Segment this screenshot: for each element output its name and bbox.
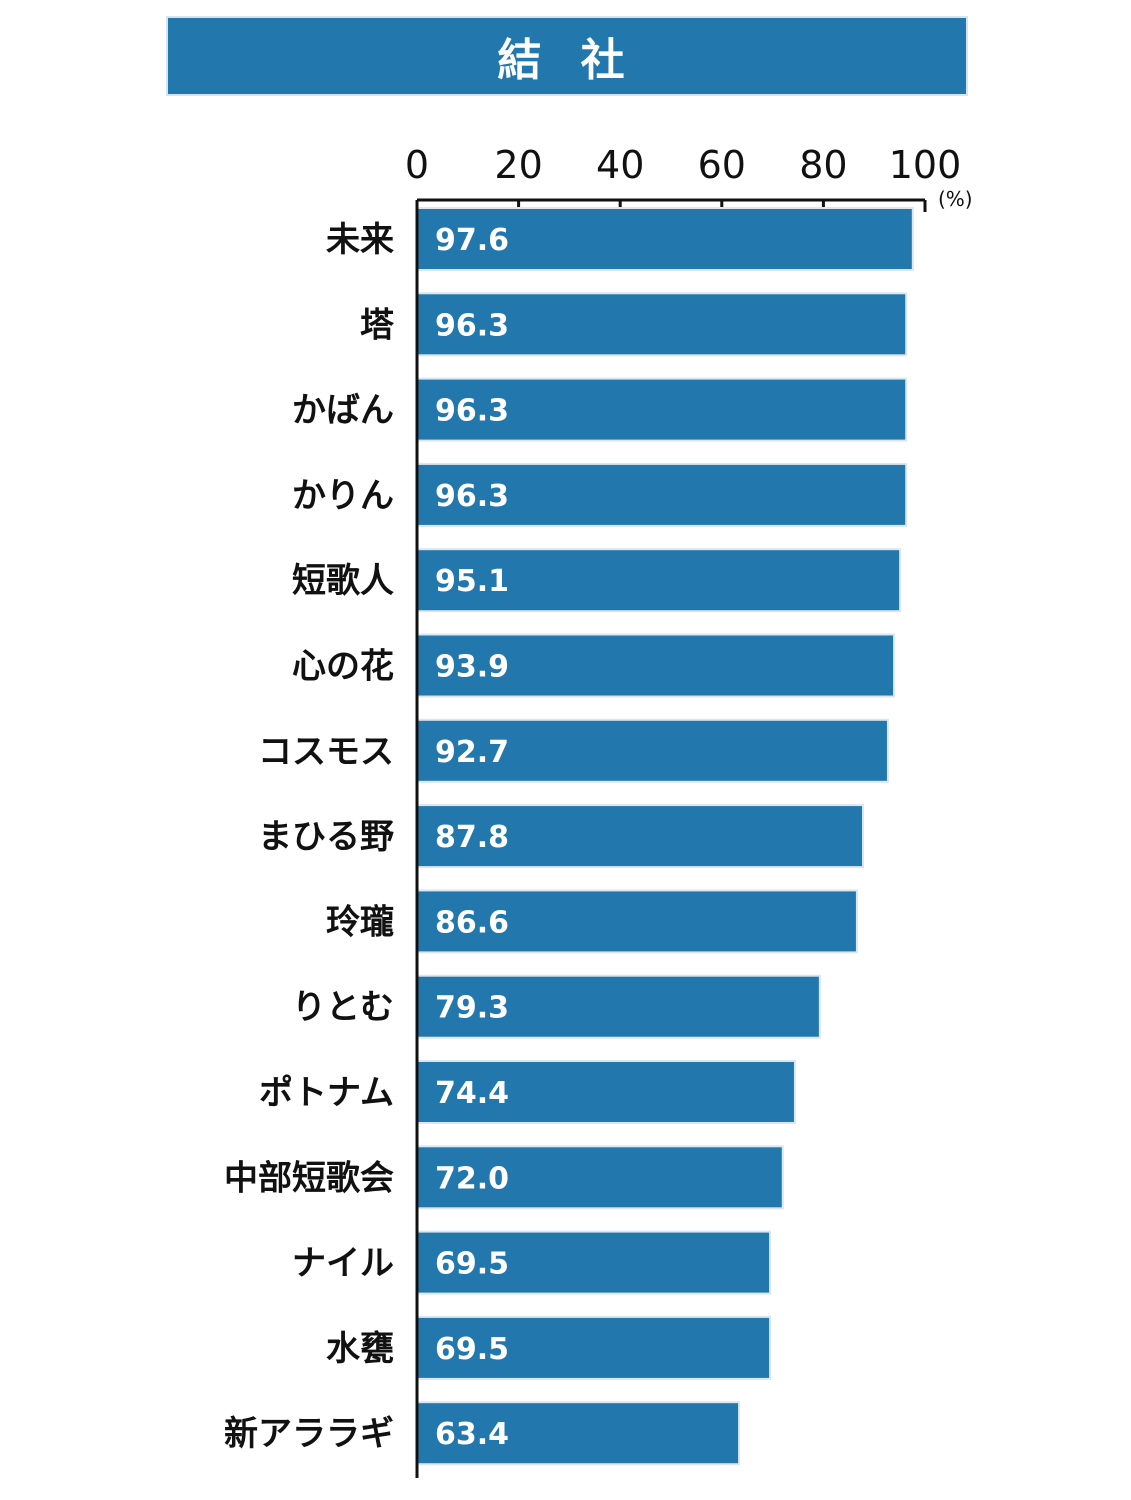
category-label: 玲瓏	[326, 902, 394, 942]
bar-value-label: 69.5	[435, 1332, 509, 1367]
bar-value-label: 93.9	[435, 650, 509, 685]
bar	[416, 889, 858, 954]
bar	[416, 548, 902, 613]
bar-value-label: 96.3	[435, 394, 509, 429]
x-tick-label: 80	[799, 143, 847, 187]
x-tick-label: 40	[596, 143, 644, 187]
bar-value-label: 96.3	[435, 308, 509, 343]
category-label: 未来	[326, 220, 394, 260]
bar-value-label: 74.4	[435, 1076, 509, 1111]
category-label: かりん	[292, 476, 394, 516]
bar	[416, 974, 821, 1039]
category-label: 塔	[360, 305, 395, 345]
bar	[416, 1230, 772, 1295]
category-label: 中部短歌会	[224, 1158, 394, 1198]
x-tick-label: 60	[698, 143, 746, 187]
bar	[416, 718, 889, 783]
bar-value-label: 97.6	[435, 223, 509, 258]
category-label: ナイル	[292, 1244, 394, 1284]
bar-value-label: 96.3	[435, 479, 509, 514]
category-label: まひる野	[258, 817, 394, 857]
category-label: 短歌人	[292, 561, 394, 601]
bar-value-label: 95.1	[435, 564, 509, 599]
category-label: コスモス	[258, 732, 394, 772]
bar-value-label: 79.3	[435, 991, 509, 1026]
bar-value-label: 63.4	[435, 1417, 509, 1452]
chart-title-banner: 結 社	[166, 16, 968, 96]
x-tick-label: 100	[889, 143, 962, 187]
bar	[416, 633, 896, 698]
bar	[416, 377, 908, 442]
category-label: 心の花	[292, 647, 394, 687]
bar	[416, 1315, 772, 1380]
bar	[416, 292, 908, 357]
x-tick-label: 20	[494, 143, 542, 187]
bar-value-label: 86.6	[435, 905, 509, 940]
category-label: かばん	[292, 391, 394, 431]
category-label: ポトナム	[259, 1073, 394, 1113]
category-label: 新アララギ	[224, 1414, 394, 1454]
unit-label: (%)	[938, 187, 973, 211]
bar-value-label: 92.7	[435, 735, 509, 770]
bar	[416, 1401, 741, 1466]
bar	[416, 1060, 796, 1124]
bar	[416, 462, 908, 527]
category-label: りとむ	[292, 988, 394, 1028]
x-tick-label: 0	[405, 143, 429, 187]
bar-value-label: 72.0	[435, 1161, 509, 1196]
chart-title: 結 社	[497, 35, 637, 86]
bar-value-label: 69.5	[435, 1247, 509, 1282]
category-label: 水甕	[326, 1329, 394, 1369]
bar-value-label: 87.8	[435, 820, 509, 855]
